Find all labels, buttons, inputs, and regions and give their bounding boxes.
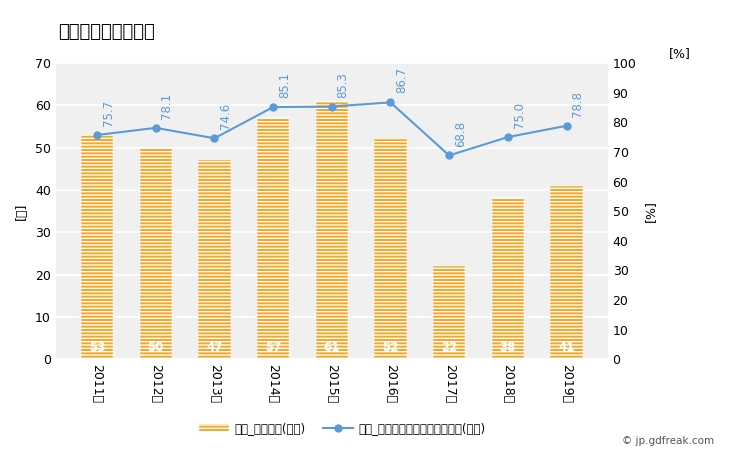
Bar [81,135,113,360]
Text: 木造建築物数の推移: 木造建築物数の推移 [58,22,155,40]
Text: 47: 47 [206,341,222,354]
Bar [316,101,348,360]
Line: 木造_全建築物数にしめるシェア(右軸): 木造_全建築物数にしめるシェア(右軸) [93,99,570,159]
木造_全建築物数にしめるシェア(右軸) [562,123,571,129]
Text: 78.1: 78.1 [160,93,174,119]
Bar [257,118,289,360]
Y-axis label: [%]: [%] [644,200,656,222]
Y-axis label: [棵]: [棵] [15,202,28,220]
Text: 38: 38 [499,341,516,354]
Bar [139,148,172,360]
木造_全建築物数にしめるシェア(右軸) [93,132,101,138]
Text: 74.6: 74.6 [219,103,232,129]
Bar [374,139,407,360]
Text: 68.8: 68.8 [454,121,467,147]
木造_全建築物数にしめるシェア(右軸) [210,135,219,141]
Bar [491,198,524,360]
木造_全建築物数にしめるシェア(右軸) [386,100,395,105]
Text: 75.0: 75.0 [512,102,526,128]
Text: 61: 61 [324,341,340,354]
Text: © jp.gdfreak.com: © jp.gdfreak.com [623,436,714,446]
Text: [%]: [%] [668,47,690,60]
木造_全建築物数にしめるシェア(右軸) [152,125,160,130]
木造_全建築物数にしめるシェア(右軸) [504,135,512,140]
Text: 78.8: 78.8 [572,91,584,117]
Text: 85.1: 85.1 [278,72,291,98]
Text: 57: 57 [265,341,281,354]
Bar [433,266,465,360]
Legend: 木造_建築物数(左軸), 木造_全建築物数にしめるシェア(右軸): 木造_建築物数(左軸), 木造_全建築物数にしめるシェア(右軸) [195,417,491,440]
Text: 53: 53 [89,341,105,354]
Text: 22: 22 [441,341,457,354]
木造_全建築物数にしめるシェア(右軸) [327,104,336,109]
Text: 52: 52 [382,341,399,354]
Text: 75.7: 75.7 [102,100,114,126]
Bar [198,160,230,360]
Text: 41: 41 [558,341,574,354]
木造_全建築物数にしめるシェア(右軸) [445,153,453,158]
Bar [550,186,582,360]
Text: 50: 50 [147,341,164,354]
Text: 86.7: 86.7 [395,68,408,94]
Text: 85.3: 85.3 [337,72,349,98]
木造_全建築物数にしめるシェア(右軸) [269,104,278,110]
